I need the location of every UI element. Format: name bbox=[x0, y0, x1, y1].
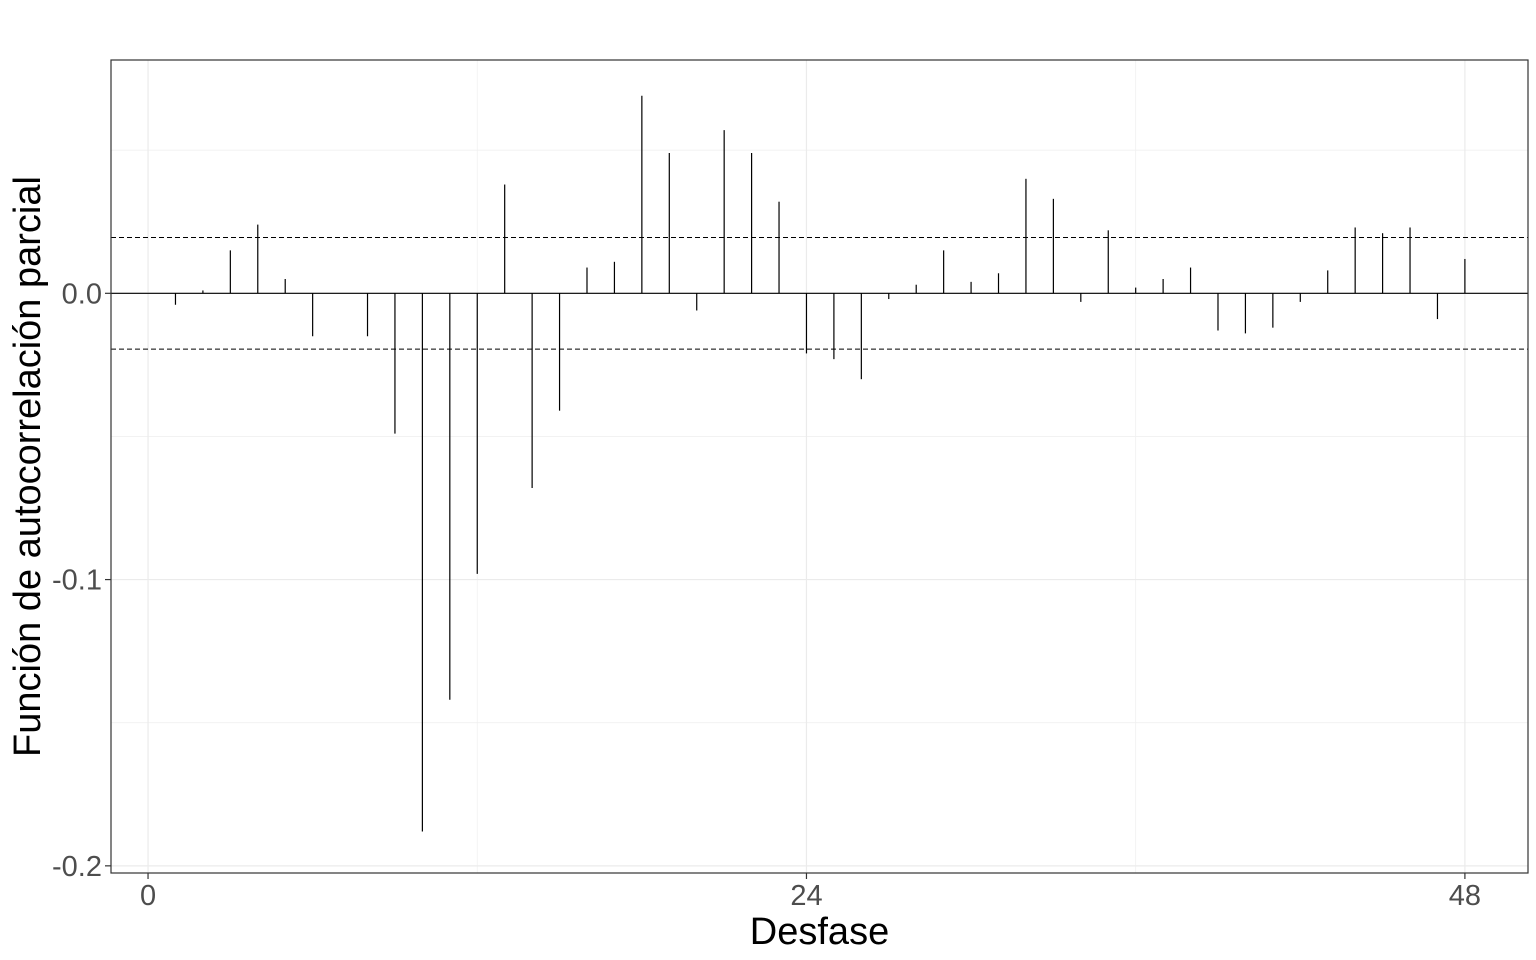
x-axis-ticks: 0 24 48 bbox=[140, 873, 1481, 912]
y-tick-label: -0.1 bbox=[52, 565, 102, 597]
x-tick-label: 0 bbox=[140, 880, 156, 912]
grid-lines bbox=[111, 60, 1528, 873]
x-axis-title: Desfase bbox=[750, 911, 889, 953]
confidence-bands bbox=[111, 236, 1528, 350]
y-tick-label: -0.2 bbox=[52, 851, 102, 883]
y-tick-label: 0.0 bbox=[62, 278, 102, 310]
x-tick-label: 24 bbox=[790, 880, 822, 912]
plot-panel-border bbox=[110, 59, 1529, 874]
y-axis-title: Función de autocorrelación parcial bbox=[7, 176, 49, 757]
pacf-bars bbox=[174, 95, 1466, 832]
y-axis-ticks: -0.2 -0.1 0.0 bbox=[52, 278, 111, 883]
x-tick-label: 48 bbox=[1449, 880, 1481, 912]
